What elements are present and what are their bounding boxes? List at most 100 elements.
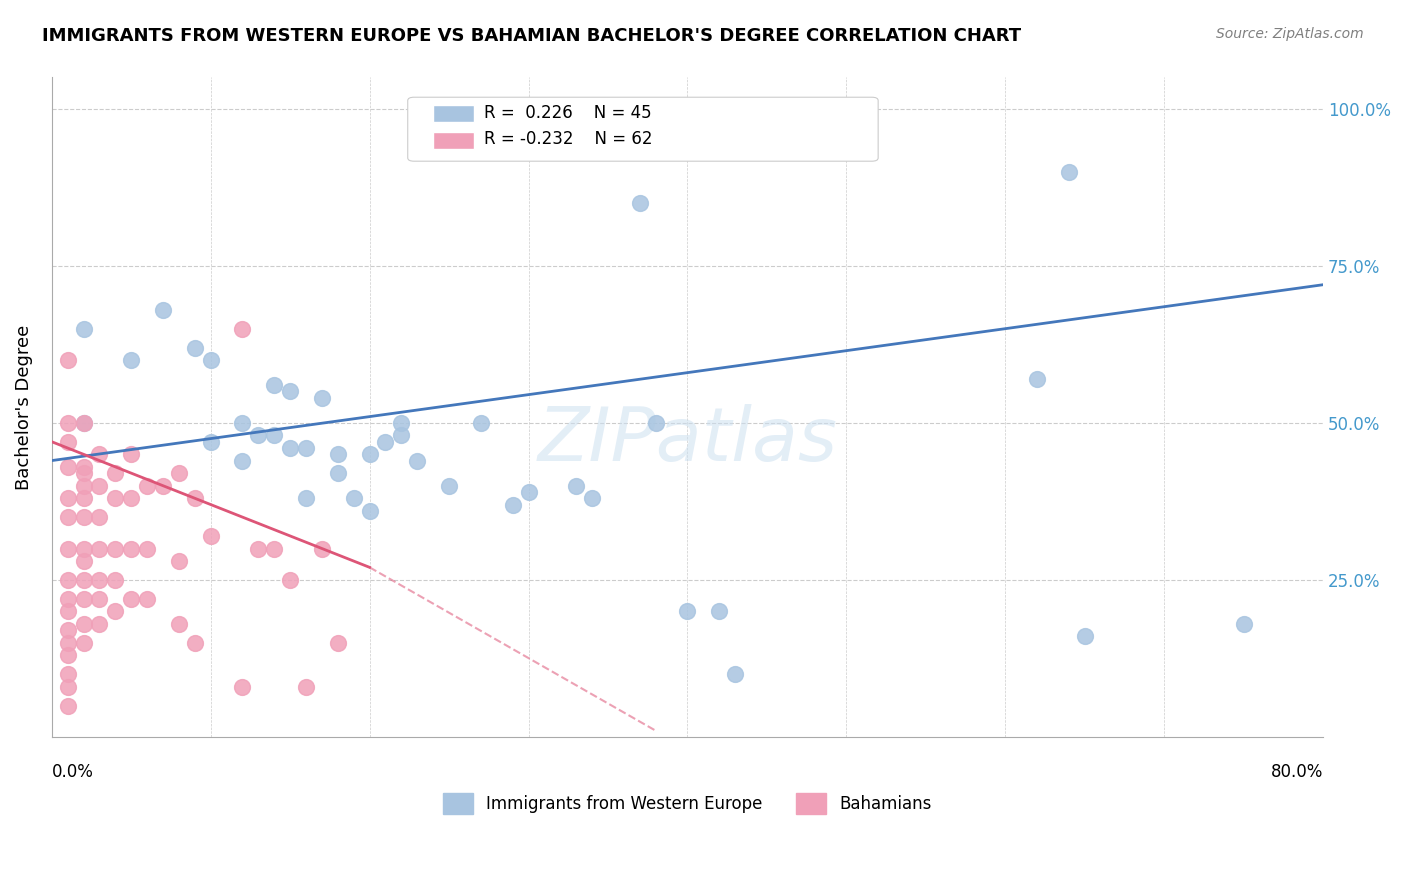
Point	[231, 680, 253, 694]
Point	[120, 541, 142, 556]
Text: R =  0.226    N = 45: R = 0.226 N = 45	[484, 104, 651, 122]
Point	[581, 491, 603, 506]
Point	[389, 416, 412, 430]
Point	[72, 510, 94, 524]
Point	[89, 616, 111, 631]
Point	[740, 102, 762, 116]
Point	[56, 353, 79, 368]
Point	[56, 459, 79, 474]
Point	[120, 591, 142, 606]
Point	[89, 479, 111, 493]
Point	[295, 441, 318, 455]
Point	[56, 680, 79, 694]
Point	[56, 434, 79, 449]
Point	[136, 591, 159, 606]
Point	[56, 667, 79, 681]
Text: 0.0%: 0.0%	[52, 764, 94, 781]
Point	[263, 378, 285, 392]
Point	[724, 667, 747, 681]
Bar	[433, 105, 474, 122]
Point	[676, 604, 699, 618]
Point	[184, 491, 207, 506]
Point	[167, 466, 190, 480]
Point	[1026, 372, 1049, 386]
Point	[200, 434, 222, 449]
Point	[343, 491, 366, 506]
Point	[104, 466, 127, 480]
Point	[72, 479, 94, 493]
Point	[56, 541, 79, 556]
Point	[295, 680, 318, 694]
Point	[56, 623, 79, 637]
Point	[152, 479, 174, 493]
Point	[326, 447, 349, 461]
Point	[56, 591, 79, 606]
Point	[311, 541, 333, 556]
Point	[278, 573, 301, 587]
Point	[104, 604, 127, 618]
Point	[200, 353, 222, 368]
Point	[263, 541, 285, 556]
Point	[326, 636, 349, 650]
Point	[136, 479, 159, 493]
Point	[359, 447, 381, 461]
Point	[72, 416, 94, 430]
Point	[167, 554, 190, 568]
Point	[231, 453, 253, 467]
Point	[502, 498, 524, 512]
Point	[120, 353, 142, 368]
Point	[72, 416, 94, 430]
Point	[120, 491, 142, 506]
Point	[72, 636, 94, 650]
Point	[184, 636, 207, 650]
Legend: Immigrants from Western Europe, Bahamians: Immigrants from Western Europe, Bahamian…	[434, 785, 941, 822]
Point	[644, 416, 666, 430]
Point	[72, 573, 94, 587]
Point	[104, 491, 127, 506]
Point	[56, 416, 79, 430]
Point	[72, 541, 94, 556]
Point	[278, 384, 301, 399]
Point	[56, 648, 79, 663]
Text: ZIPatlas: ZIPatlas	[537, 404, 838, 476]
Point	[406, 453, 429, 467]
Point	[104, 573, 127, 587]
Bar	[433, 131, 474, 149]
Point	[72, 554, 94, 568]
Point	[326, 466, 349, 480]
Point	[72, 466, 94, 480]
Point	[231, 416, 253, 430]
Point	[56, 510, 79, 524]
Point	[136, 541, 159, 556]
Point	[247, 428, 270, 442]
Point	[89, 573, 111, 587]
Point	[565, 479, 588, 493]
Point	[374, 434, 396, 449]
Point	[200, 529, 222, 543]
Point	[470, 416, 492, 430]
Point	[1057, 164, 1080, 178]
Point	[437, 479, 460, 493]
Point	[311, 391, 333, 405]
Point	[661, 102, 683, 116]
Point	[72, 491, 94, 506]
Point	[167, 616, 190, 631]
Point	[1233, 616, 1256, 631]
FancyBboxPatch shape	[408, 97, 879, 161]
Point	[231, 321, 253, 335]
Point	[263, 428, 285, 442]
Point	[72, 459, 94, 474]
Point	[72, 591, 94, 606]
Point	[89, 591, 111, 606]
Point	[359, 504, 381, 518]
Text: Source: ZipAtlas.com: Source: ZipAtlas.com	[1216, 27, 1364, 41]
Point	[247, 541, 270, 556]
Point	[295, 491, 318, 506]
Point	[740, 102, 762, 116]
Point	[89, 447, 111, 461]
Point	[517, 485, 540, 500]
Point	[184, 341, 207, 355]
Point	[56, 636, 79, 650]
Text: R = -0.232    N = 62: R = -0.232 N = 62	[484, 130, 652, 148]
Point	[709, 604, 731, 618]
